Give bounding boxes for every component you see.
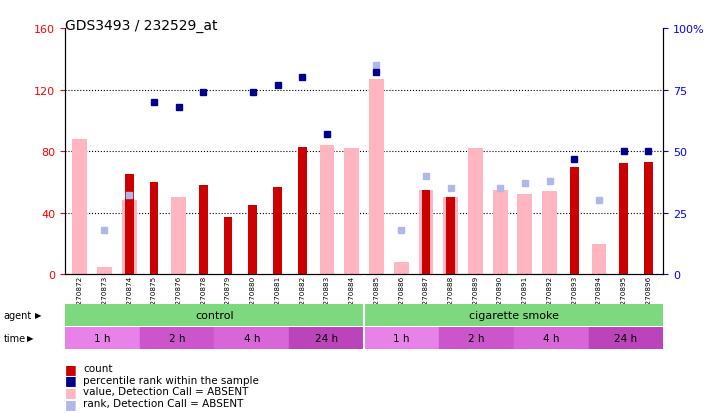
- Bar: [492, 190, 508, 275]
- Text: 24 h: 24 h: [614, 333, 637, 343]
- Text: percentile rank within the sample: percentile rank within the sample: [83, 375, 259, 385]
- Bar: [518, 195, 532, 275]
- Text: value, Detection Call = ABSENT: value, Detection Call = ABSENT: [83, 387, 248, 396]
- Bar: [592, 244, 606, 275]
- Text: count: count: [83, 363, 112, 373]
- Text: 4 h: 4 h: [244, 333, 260, 343]
- Bar: [588, 327, 663, 349]
- Text: GSM270891: GSM270891: [522, 275, 528, 320]
- Bar: [289, 327, 364, 349]
- Bar: [72, 140, 87, 275]
- Bar: [443, 198, 458, 275]
- Text: GSM270890: GSM270890: [497, 275, 503, 320]
- Bar: [97, 267, 112, 275]
- Bar: [468, 149, 483, 275]
- Bar: [513, 327, 588, 349]
- Bar: [439, 327, 513, 349]
- Bar: [394, 262, 409, 275]
- Text: 1 h: 1 h: [94, 333, 110, 343]
- Bar: [122, 201, 136, 275]
- Bar: [149, 183, 158, 275]
- Bar: [446, 198, 455, 275]
- Text: 2 h: 2 h: [169, 333, 185, 343]
- Text: GSM270893: GSM270893: [571, 275, 578, 320]
- Bar: [369, 80, 384, 275]
- Bar: [298, 147, 306, 275]
- Bar: [619, 164, 628, 275]
- Text: GSM270882: GSM270882: [299, 275, 305, 320]
- Bar: [224, 218, 232, 275]
- Text: 2 h: 2 h: [468, 333, 485, 343]
- Text: ▶: ▶: [35, 311, 41, 320]
- Text: time: time: [4, 333, 26, 343]
- Bar: [249, 206, 257, 275]
- Bar: [418, 190, 433, 275]
- Text: GSM270872: GSM270872: [76, 275, 83, 320]
- Text: GSM270874: GSM270874: [126, 275, 132, 320]
- Text: ▶: ▶: [27, 333, 34, 342]
- Bar: [125, 175, 133, 275]
- Bar: [171, 198, 186, 275]
- Bar: [364, 327, 439, 349]
- Text: rank, Detection Call = ABSENT: rank, Detection Call = ABSENT: [83, 398, 243, 408]
- Text: GSM270895: GSM270895: [621, 275, 627, 320]
- Bar: [140, 327, 215, 349]
- Text: GSM270878: GSM270878: [200, 275, 206, 320]
- Bar: [570, 167, 579, 275]
- Text: GSM270873: GSM270873: [102, 275, 107, 320]
- Text: 4 h: 4 h: [543, 333, 559, 343]
- Bar: [345, 149, 359, 275]
- Text: GSM270886: GSM270886: [398, 275, 404, 320]
- Bar: [542, 192, 557, 275]
- Text: agent: agent: [4, 310, 32, 320]
- Bar: [422, 190, 430, 275]
- Text: ■: ■: [65, 362, 76, 375]
- Text: control: control: [195, 310, 234, 320]
- Text: GSM270875: GSM270875: [151, 275, 157, 320]
- Text: GSM270888: GSM270888: [448, 275, 454, 320]
- Text: GSM270884: GSM270884: [349, 275, 355, 320]
- Text: GSM270892: GSM270892: [547, 275, 552, 320]
- Text: ■: ■: [65, 385, 76, 398]
- Text: GSM270881: GSM270881: [275, 275, 280, 320]
- Text: ■: ■: [65, 396, 76, 410]
- Text: GSM270876: GSM270876: [176, 275, 182, 320]
- Text: 1 h: 1 h: [393, 333, 410, 343]
- Bar: [644, 163, 653, 275]
- Bar: [65, 304, 364, 326]
- Text: GSM270879: GSM270879: [225, 275, 231, 320]
- Text: GSM270885: GSM270885: [373, 275, 379, 320]
- Bar: [199, 185, 208, 275]
- Text: GSM270889: GSM270889: [472, 275, 478, 320]
- Bar: [319, 146, 335, 275]
- Text: GSM270880: GSM270880: [250, 275, 256, 320]
- Text: GSM270894: GSM270894: [596, 275, 602, 320]
- Text: GDS3493 / 232529_at: GDS3493 / 232529_at: [65, 19, 218, 33]
- Bar: [273, 187, 282, 275]
- Bar: [65, 327, 140, 349]
- Text: ■: ■: [65, 373, 76, 387]
- Text: 24 h: 24 h: [315, 333, 338, 343]
- Bar: [215, 327, 289, 349]
- Text: GSM270887: GSM270887: [423, 275, 429, 320]
- Bar: [364, 304, 663, 326]
- Text: cigarette smoke: cigarette smoke: [469, 310, 559, 320]
- Text: GSM270883: GSM270883: [324, 275, 330, 320]
- Text: GSM270896: GSM270896: [645, 275, 652, 320]
